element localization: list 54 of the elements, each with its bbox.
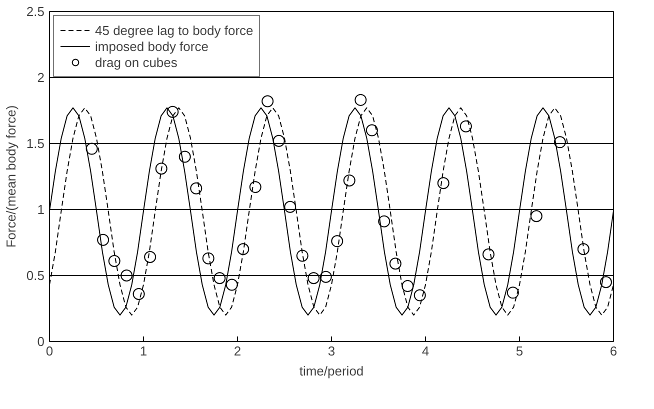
point [530,210,542,222]
point [378,215,390,228]
y-tick-label: 0.5 [26,268,45,283]
x-tick-label: 6 [610,344,618,358]
x-tick-label: 5 [516,344,524,358]
point [577,243,590,256]
point [331,235,344,248]
point [262,95,274,108]
legend-label: 45 degree lag to body force [95,22,254,38]
point [226,278,238,291]
y-tick-label: 2 [37,70,45,85]
x-axis-title: time/period [299,364,364,378]
point [554,136,566,148]
point [166,106,179,118]
x-tick-label: 2 [234,344,242,358]
point [249,181,262,194]
point [272,134,285,147]
point [190,182,202,194]
point [414,289,426,302]
y-tick-label: 2.5 [26,4,45,19]
x-tick-label: 3 [328,344,336,358]
point [108,254,120,267]
point [97,234,110,246]
point [296,250,308,262]
y-axis-title: Force/(mean body force) [3,105,18,248]
point [284,200,296,213]
point [506,286,519,299]
point [237,243,250,256]
point [132,288,145,300]
y-tick-label: 0 [37,334,45,349]
point [155,162,168,175]
point [482,248,494,260]
point [214,272,226,284]
point [308,272,320,284]
point [178,150,191,163]
point [354,94,367,106]
legend-label: drag on cubes [95,54,178,70]
point [600,276,612,288]
point [343,174,356,186]
point [120,270,133,282]
point [86,142,98,155]
point [144,251,156,264]
point [460,120,472,132]
legend-label: imposed body force [95,38,208,54]
x-tick-label: 1 [140,344,148,358]
x-tick-label: 4 [422,344,430,358]
y-tick-label: 1 [37,202,45,217]
point [202,252,214,264]
point [389,258,402,270]
point [402,280,414,292]
point [366,124,378,136]
y-tick-label: 1.5 [26,136,45,151]
point [437,177,450,190]
point [320,270,332,283]
